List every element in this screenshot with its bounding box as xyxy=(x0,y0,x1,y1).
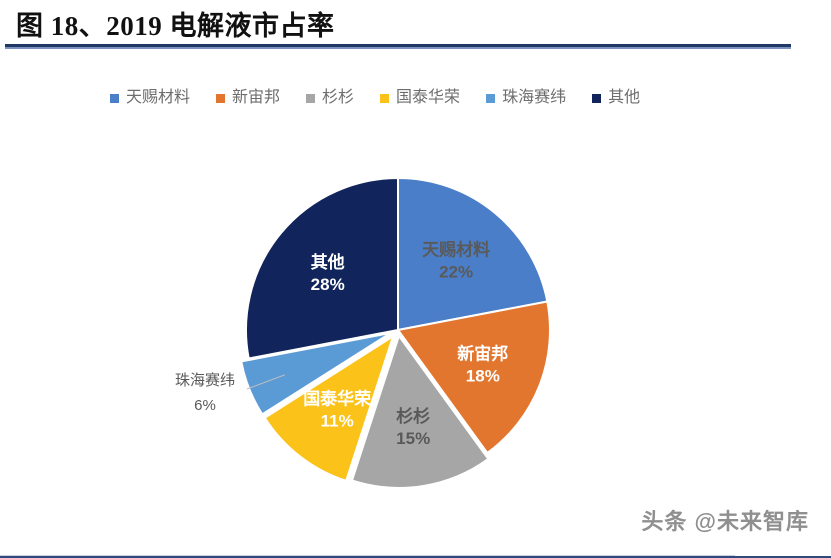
pie-slice-group xyxy=(240,176,551,489)
zhuhaisaiwei-leader-line xyxy=(246,374,286,390)
legend-swatch-icon xyxy=(216,93,226,103)
legend-swatch-icon xyxy=(380,93,390,103)
pie-slice-name-label: 杉杉 xyxy=(396,406,430,426)
legend-item-label: 其他 xyxy=(608,89,641,106)
legend-item-tianci[interactable]: 天赐材料 xyxy=(110,90,190,106)
footer-divider-light xyxy=(0,555,735,556)
pie-slice-name-label: 新宙邦 xyxy=(457,344,508,364)
pie-slice-value-label: 22% xyxy=(439,263,473,282)
leader-line-group xyxy=(246,374,286,390)
legend-swatch-icon xyxy=(486,93,496,103)
pie-slice[interactable] xyxy=(396,300,551,455)
pie-label-group: 天赐材料 22% 新宙邦 18% 杉杉 15% 国泰华荣 11% 珠海赛纬 6% 其他 28% xyxy=(175,240,508,448)
legend-item-shanshan[interactable]: 杉杉 xyxy=(306,90,354,106)
header-divider-thick xyxy=(5,44,791,47)
legend-item-label: 杉杉 xyxy=(322,89,355,106)
chart-legend: 天赐材料 新宙邦 杉杉 国泰华荣 珠海赛纬 其他 xyxy=(110,86,730,110)
pie-slice-name-label: 国泰华荣 xyxy=(303,388,371,408)
pie-chart-svg: 天赐材料 22% 新宙邦 18% 杉杉 15% 国泰华荣 11% 珠海赛纬 6% 其他 28% xyxy=(175,176,551,489)
header-divider-thin xyxy=(5,47,791,49)
pie-slice-name-label: 珠海赛纬 xyxy=(175,372,235,389)
legend-swatch-icon xyxy=(592,93,602,103)
pie-slice[interactable] xyxy=(397,176,549,332)
watermark: 头条 @未来智库 xyxy=(641,509,809,534)
legend-swatch-icon xyxy=(110,93,119,103)
pie-slice-name-label: 其他 xyxy=(311,252,345,272)
legend-item-other[interactable]: 其他 xyxy=(592,90,640,106)
legend-item-xinzhoubang[interactable]: 新宙邦 xyxy=(216,90,280,106)
pie-slice-value-label: 18% xyxy=(466,367,500,386)
footer-divider xyxy=(0,556,831,558)
legend-swatch-icon xyxy=(306,93,316,103)
legend-item-label: 天赐材料 xyxy=(126,89,191,106)
legend-item-zhuhaisaiwei[interactable]: 珠海赛纬 xyxy=(486,90,566,106)
pie-slice-name-label: 天赐材料 xyxy=(422,240,490,260)
legend-item-label: 珠海赛纬 xyxy=(502,89,567,106)
legend-item-label: 国泰华荣 xyxy=(396,89,461,106)
pie-slice-value-label: 6% xyxy=(194,397,216,414)
legend-item-guotaihuarong[interactable]: 国泰华荣 xyxy=(380,90,460,106)
pie-slice[interactable] xyxy=(350,333,490,489)
legend-item-label: 新宙邦 xyxy=(232,89,281,106)
pie-slice-value-label: 11% xyxy=(321,411,354,430)
header-divider xyxy=(5,44,791,49)
pie-slice[interactable] xyxy=(263,333,395,483)
pie-slice[interactable] xyxy=(245,176,399,360)
pie-chart: 天赐材料 22% 新宙邦 18% 杉杉 15% 国泰华荣 11% 珠海赛纬 6% 其他 28% xyxy=(0,120,831,510)
pie-slice-value-label: 15% xyxy=(396,429,430,448)
pie-slice[interactable] xyxy=(240,331,392,416)
pie-slice-value-label: 28% xyxy=(311,275,345,294)
page-title: 图 18、2019 电解液市占率 xyxy=(16,11,335,41)
